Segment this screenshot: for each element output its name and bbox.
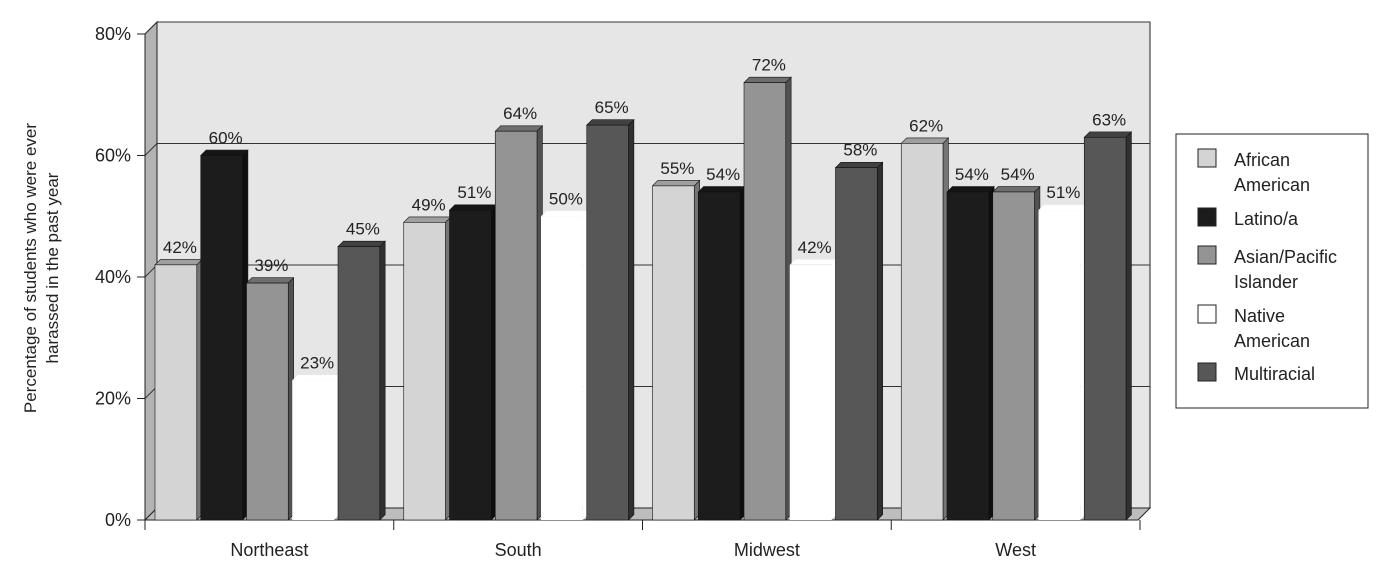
bar: [946, 191, 990, 521]
gridline-side: [144, 21, 158, 35]
y-axis-title-line: Percentage of students who were ever: [21, 123, 40, 413]
y-tick-label: 60%: [95, 146, 131, 166]
y-axis-title: Percentage of students who were ever hara…: [21, 123, 62, 413]
legend-label: American: [1234, 331, 1310, 351]
data-label: 45%: [346, 220, 380, 239]
legend-swatch: [1197, 362, 1217, 382]
data-label: 51%: [457, 183, 491, 202]
y-tick-label: 20%: [95, 389, 131, 409]
y-axis-title-line: harassed in the past year: [43, 172, 62, 363]
bar: [586, 124, 629, 521]
bar: [900, 143, 944, 521]
data-labels: 42% 60% 39% 23% 45% 49% 51% 64% 50% 65% 55% 54% 72% 4…: [163, 56, 1126, 373]
data-label: 50%: [549, 189, 583, 208]
bar: [992, 191, 1035, 521]
bar-top: [946, 186, 995, 193]
legend-label: Asian/Pacific: [1234, 247, 1337, 267]
data-label: 58%: [843, 141, 877, 160]
data-label: 51%: [1046, 183, 1080, 202]
data-label: 54%: [1001, 165, 1035, 184]
x-category-label: Northeast: [230, 540, 308, 560]
data-label: 62%: [909, 116, 943, 135]
bar: [652, 185, 695, 521]
legend-label: Islander: [1234, 272, 1298, 292]
data-label: 54%: [955, 165, 989, 184]
data-label: 49%: [412, 195, 446, 214]
data-label: 42%: [798, 238, 832, 257]
bar-top: [154, 259, 203, 266]
bar-top: [586, 119, 635, 126]
legend-label: American: [1234, 175, 1310, 195]
bar: [337, 246, 381, 521]
data-label: 42%: [163, 238, 197, 257]
x-category-label: West: [995, 540, 1036, 560]
data-label: 54%: [706, 165, 740, 184]
legend-box: [1175, 133, 1369, 409]
legend-swatch: [1197, 245, 1217, 265]
bar: [1038, 210, 1081, 521]
bar: [541, 216, 583, 520]
legend-label: Native: [1234, 306, 1285, 326]
data-label: 63%: [1092, 110, 1126, 129]
bar: [1083, 136, 1127, 521]
bar: [835, 167, 878, 521]
y-tick-label: 80%: [95, 24, 131, 44]
bar: [200, 155, 243, 521]
x-category-label: South: [495, 540, 542, 560]
bar-top: [789, 259, 837, 265]
data-label: 65%: [595, 98, 629, 117]
bar-top: [900, 137, 950, 144]
data-label: 60%: [209, 129, 243, 148]
legend-swatch: [1197, 207, 1217, 227]
bar-top: [245, 277, 295, 284]
bar-top: [337, 240, 386, 247]
legend-label: Multiracial: [1234, 364, 1315, 384]
bar-top: [200, 149, 249, 156]
legend-label: African: [1234, 150, 1290, 170]
bar: [697, 191, 741, 521]
legend-label: Latino/a: [1234, 209, 1299, 229]
bar: [403, 222, 446, 521]
y-tick-label: 0%: [105, 510, 131, 530]
bar: [494, 130, 538, 521]
bar: [154, 264, 198, 521]
data-label: 64%: [503, 104, 537, 123]
bar-side: [876, 161, 883, 521]
bar: [246, 282, 289, 521]
data-label: 55%: [660, 159, 694, 178]
bar-top: [541, 210, 589, 217]
bar: [743, 82, 787, 521]
bar-top: [992, 186, 1041, 193]
bar-side: [1125, 131, 1132, 521]
bar-top: [697, 186, 747, 193]
bar-top: [448, 204, 498, 211]
bar-top: [743, 76, 792, 83]
bar-top: [1083, 131, 1133, 138]
bar-top: [834, 161, 884, 168]
legend: African American Latino/a Asian/Pacific Isla…: [1175, 133, 1369, 409]
bar-top: [651, 180, 701, 187]
y-axis-title-group: Percentage of students who were ever hara…: [21, 123, 62, 413]
bar-top: [292, 374, 340, 381]
bar-side: [379, 240, 386, 521]
data-label: 72%: [752, 56, 786, 75]
gridline-side: [144, 143, 158, 156]
bar: [789, 264, 832, 520]
bar-top: [1038, 204, 1086, 211]
bars: [154, 76, 1133, 521]
data-label: 39%: [254, 256, 288, 275]
bar: [292, 380, 334, 520]
legend-swatch: [1197, 304, 1217, 324]
bar: [449, 209, 492, 521]
bar-top: [494, 125, 544, 132]
bar-top: [403, 216, 452, 223]
y-tick-label: 40%: [95, 267, 131, 287]
legend-swatch: [1197, 148, 1217, 168]
data-label: 23%: [300, 353, 334, 372]
x-category-label: Midwest: [734, 540, 800, 560]
bar-side: [628, 119, 635, 521]
